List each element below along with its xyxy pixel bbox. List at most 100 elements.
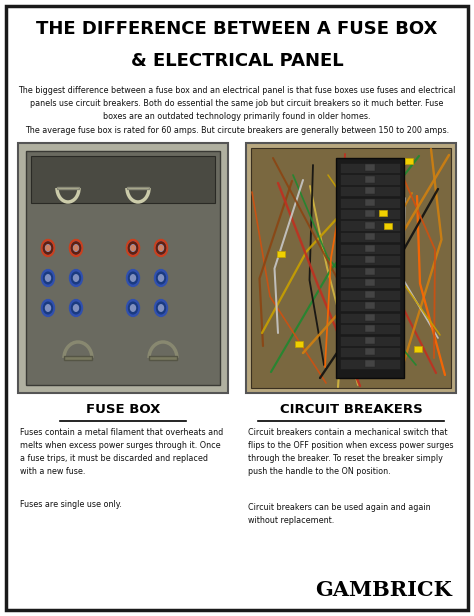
Text: FUSE BOX: FUSE BOX bbox=[86, 403, 160, 416]
Bar bbox=[365, 325, 375, 332]
Bar bbox=[340, 186, 400, 196]
Circle shape bbox=[72, 242, 81, 254]
Bar bbox=[384, 223, 392, 229]
Circle shape bbox=[70, 240, 82, 256]
Bar bbox=[277, 251, 285, 257]
Bar bbox=[340, 301, 400, 311]
Bar bbox=[18, 143, 228, 393]
Circle shape bbox=[44, 272, 53, 284]
Bar bbox=[365, 336, 375, 344]
Circle shape bbox=[158, 305, 164, 311]
Circle shape bbox=[72, 242, 81, 254]
Circle shape bbox=[44, 242, 53, 254]
Bar bbox=[340, 312, 400, 323]
Circle shape bbox=[158, 275, 164, 282]
Circle shape bbox=[44, 302, 53, 314]
Bar bbox=[365, 302, 375, 309]
Text: Circuit breakers can be used again and again
without replacement.: Circuit breakers can be used again and a… bbox=[248, 503, 430, 525]
Bar bbox=[365, 245, 375, 251]
Bar bbox=[340, 324, 400, 334]
Bar bbox=[365, 176, 375, 182]
Circle shape bbox=[127, 240, 139, 256]
Bar bbox=[340, 278, 400, 288]
Circle shape bbox=[155, 270, 167, 286]
Bar bbox=[365, 198, 375, 206]
Circle shape bbox=[128, 242, 137, 254]
Bar bbox=[340, 290, 400, 299]
Circle shape bbox=[156, 302, 165, 314]
Circle shape bbox=[127, 299, 139, 317]
Bar bbox=[340, 174, 400, 185]
Circle shape bbox=[70, 240, 82, 256]
Text: CIRCUIT BREAKERS: CIRCUIT BREAKERS bbox=[280, 403, 422, 416]
Circle shape bbox=[156, 242, 165, 254]
Bar bbox=[405, 158, 413, 164]
Bar bbox=[365, 210, 375, 217]
Bar bbox=[26, 151, 220, 385]
Bar bbox=[365, 279, 375, 286]
Text: The average fuse box is rated for 60 amps. But circute breakers are generally be: The average fuse box is rated for 60 amp… bbox=[25, 126, 449, 135]
Bar bbox=[379, 210, 387, 216]
Circle shape bbox=[74, 245, 78, 251]
Text: The biggest difference between a fuse box and an electrical panel is that fuse b: The biggest difference between a fuse bo… bbox=[18, 86, 456, 121]
Circle shape bbox=[42, 240, 55, 256]
Text: & ELECTRICAL PANEL: & ELECTRICAL PANEL bbox=[131, 52, 343, 70]
Circle shape bbox=[156, 242, 165, 254]
Circle shape bbox=[46, 275, 51, 282]
Circle shape bbox=[130, 275, 136, 282]
Circle shape bbox=[155, 299, 167, 317]
Text: Circuit breakers contain a mechanical switch that
flips to the OFF position when: Circuit breakers contain a mechanical sw… bbox=[248, 428, 454, 476]
Bar bbox=[340, 336, 400, 346]
Circle shape bbox=[130, 305, 136, 311]
Bar bbox=[246, 143, 456, 393]
Circle shape bbox=[73, 245, 79, 251]
Text: THE DIFFERENCE BETWEEN A FUSE BOX: THE DIFFERENCE BETWEEN A FUSE BOX bbox=[36, 20, 438, 38]
Text: Fuses are single use only.: Fuses are single use only. bbox=[20, 500, 122, 509]
Circle shape bbox=[127, 270, 139, 286]
Bar bbox=[365, 360, 375, 367]
Bar bbox=[365, 256, 375, 263]
Bar bbox=[57, 187, 79, 189]
Bar bbox=[365, 233, 375, 240]
Bar bbox=[31, 156, 215, 203]
Bar bbox=[340, 267, 400, 277]
Bar bbox=[149, 356, 177, 360]
Circle shape bbox=[42, 299, 55, 317]
Bar bbox=[365, 222, 375, 229]
Bar bbox=[340, 347, 400, 357]
Bar bbox=[127, 187, 149, 189]
Bar bbox=[365, 348, 375, 355]
Bar bbox=[251, 148, 451, 388]
Circle shape bbox=[44, 242, 53, 254]
Bar bbox=[340, 221, 400, 230]
Circle shape bbox=[127, 240, 139, 256]
Bar bbox=[340, 255, 400, 265]
Circle shape bbox=[46, 245, 51, 251]
Bar bbox=[340, 359, 400, 368]
Circle shape bbox=[131, 245, 135, 251]
Text: GAMBRICK: GAMBRICK bbox=[315, 580, 452, 600]
Circle shape bbox=[156, 272, 165, 284]
Circle shape bbox=[159, 245, 163, 251]
Bar bbox=[365, 291, 375, 298]
Circle shape bbox=[128, 242, 137, 254]
Circle shape bbox=[42, 240, 55, 256]
Bar bbox=[295, 341, 303, 347]
Bar bbox=[336, 158, 404, 378]
Bar bbox=[414, 346, 422, 352]
Circle shape bbox=[70, 299, 82, 317]
Circle shape bbox=[73, 275, 79, 282]
Bar bbox=[365, 187, 375, 194]
Circle shape bbox=[46, 305, 51, 311]
Bar bbox=[64, 356, 92, 360]
Text: Fuses contain a metal filament that overheats and
melts when excess power surges: Fuses contain a metal filament that over… bbox=[20, 428, 223, 476]
Circle shape bbox=[72, 302, 81, 314]
Bar bbox=[340, 163, 400, 173]
Circle shape bbox=[130, 245, 136, 251]
Bar bbox=[365, 267, 375, 275]
Circle shape bbox=[155, 240, 167, 256]
Circle shape bbox=[46, 245, 50, 251]
Bar bbox=[340, 209, 400, 219]
Bar bbox=[340, 198, 400, 208]
Circle shape bbox=[155, 240, 167, 256]
